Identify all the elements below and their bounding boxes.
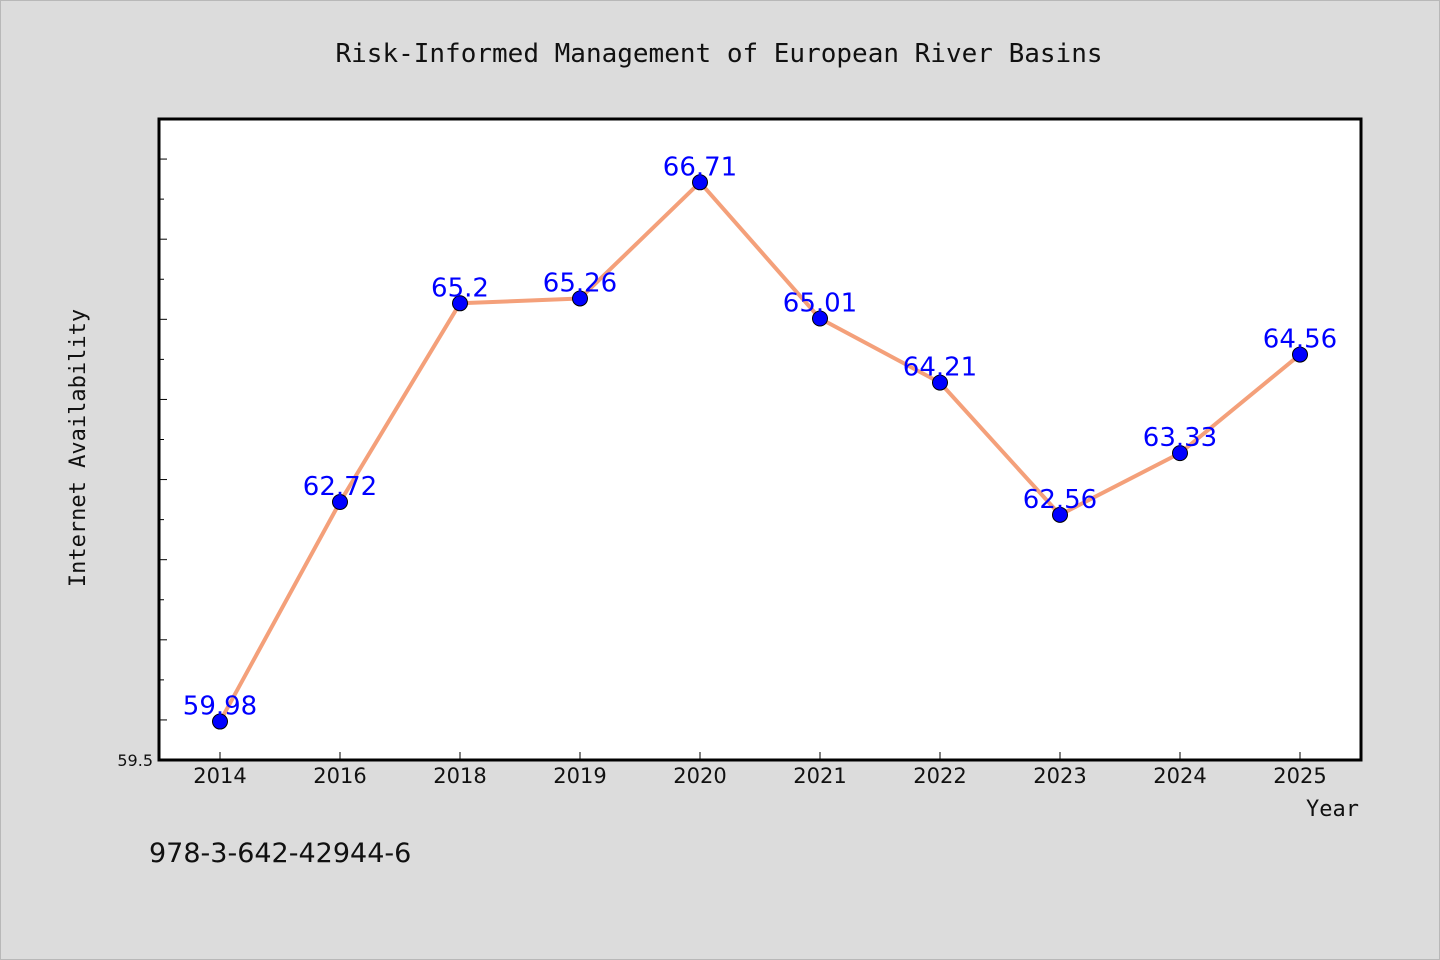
data-point (212, 713, 228, 730)
data-point (1172, 445, 1188, 462)
data-point (572, 290, 588, 307)
data-label: 66.71 (663, 152, 737, 182)
data-point (1052, 506, 1068, 523)
data-label: 65.2 (431, 273, 489, 303)
x-tick-label: 2022 (913, 764, 966, 788)
data-labels: 59.98 62.72 65.2 65.26 66.71 65.01 64.21 62.56 6… (183, 152, 1337, 721)
x-axis-label: Year (1306, 797, 1359, 822)
data-point (1292, 346, 1308, 363)
plot-frame (157, 117, 1363, 762)
data-label: 65.01 (783, 289, 857, 319)
data-point (812, 310, 828, 327)
data-label: 62.56 (1023, 485, 1097, 515)
data-point (692, 174, 708, 191)
x-tick-label: 2018 (433, 764, 486, 788)
data-point (452, 295, 468, 312)
series-layer (212, 174, 1308, 730)
data-label: 63.33 (1143, 423, 1217, 453)
y-tick-label: 59.5 (117, 751, 153, 770)
y-axis-label: Internet Availability (66, 309, 91, 587)
data-point (932, 374, 948, 391)
x-tick-label: 2014 (193, 764, 246, 788)
x-axis-ticks: 2014 2016 2018 2019 2020 2021 2022 2023 2024 2025 (193, 752, 1327, 788)
x-tick-label: 2024 (1153, 764, 1206, 788)
x-tick-label: 2016 (313, 764, 366, 788)
series-line (218, 180, 1302, 724)
isbn-footer: 978-3-642-42944-6 (149, 838, 411, 869)
data-label: 64.56 (1263, 325, 1337, 355)
x-tick-label: 2023 (1033, 764, 1086, 788)
chart-title: Risk-Informed Management of European Riv… (335, 39, 1102, 69)
data-label: 64.21 (903, 353, 977, 383)
x-tick-label: 2025 (1273, 764, 1326, 788)
plot-area (159, 119, 1361, 760)
data-label: 65.26 (543, 268, 617, 298)
data-label: 59.98 (183, 692, 257, 722)
x-tick-label: 2019 (553, 764, 606, 788)
x-tick-label: 2020 (673, 764, 726, 788)
x-tick-label: 2021 (793, 764, 846, 788)
data-point (332, 493, 348, 510)
data-label: 62.72 (303, 472, 377, 502)
